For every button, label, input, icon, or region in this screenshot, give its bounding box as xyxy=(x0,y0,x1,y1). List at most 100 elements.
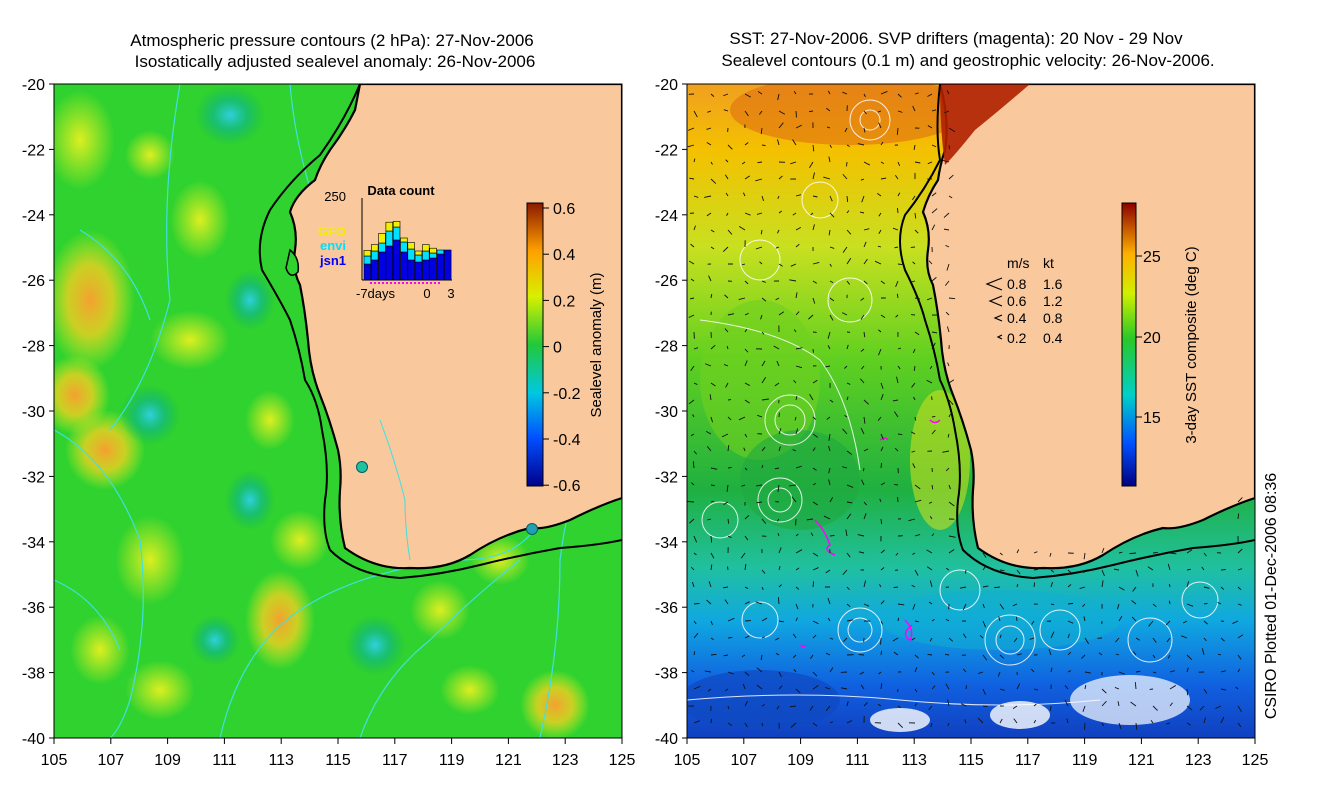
velocity-arrow xyxy=(880,482,886,486)
velocity-arrow xyxy=(744,328,748,333)
velocity-arrow xyxy=(1114,687,1120,690)
right-ytick-label: -26 xyxy=(655,273,678,290)
velocity-arrow xyxy=(1169,702,1173,707)
velocity-arrow xyxy=(914,416,917,421)
velocity-arrow xyxy=(705,430,712,435)
velocity-arrow xyxy=(880,600,885,605)
inset-bar xyxy=(370,259,379,281)
velocity-arrow xyxy=(710,161,713,165)
right-ytick-label: -40 xyxy=(655,731,678,748)
left-xtick-label: 109 xyxy=(154,752,181,769)
velocity-arrow xyxy=(895,280,899,287)
left-xtick-label: 111 xyxy=(212,752,236,769)
right-xtick-label: 117 xyxy=(1015,752,1041,769)
velocity-arrow xyxy=(931,109,937,112)
velocity-arrow xyxy=(1016,683,1021,690)
velocity-arrow xyxy=(791,496,797,503)
velocity-arrow xyxy=(1082,705,1086,712)
velocity-arrow xyxy=(863,258,868,265)
velocity-arrow xyxy=(897,208,899,214)
velocity-arrow xyxy=(945,683,950,690)
velocity-arrow xyxy=(1201,648,1205,656)
velocity-arrow xyxy=(1237,586,1242,591)
velocity-arrow xyxy=(1220,716,1225,724)
legend-jsn1: jsn1 xyxy=(319,253,346,268)
velocity-arrow xyxy=(742,683,746,690)
inset-bar xyxy=(422,259,430,281)
velocity-arrow xyxy=(948,174,954,180)
velocity-arrow xyxy=(744,514,750,520)
velocity-arrow xyxy=(710,178,717,184)
velocity-arrow xyxy=(792,139,797,146)
velocity-arrow xyxy=(710,500,715,503)
velocity-arrow xyxy=(1237,513,1240,520)
velocity-arrow xyxy=(812,447,816,452)
velocity-arrow xyxy=(693,225,696,231)
velocity-arrow xyxy=(777,93,780,101)
velocity-arrow xyxy=(778,565,781,571)
velocity-arrow xyxy=(1168,583,1171,588)
velocity-arrow xyxy=(710,229,715,233)
velocity-arrow xyxy=(777,597,780,605)
velocity-arrow xyxy=(778,122,784,129)
velocity-arrow xyxy=(878,329,882,333)
velocity-legend: m/s kt 0.8 1.6 0.6 1.2 0.4 0.8 0.2 0.4 xyxy=(985,255,1063,346)
velocity-arrow xyxy=(1064,685,1069,690)
velocity-arrow xyxy=(706,127,712,130)
velocity-arrow xyxy=(829,280,834,284)
velocity-arrow xyxy=(1152,705,1158,711)
velocity-arrow xyxy=(842,246,848,253)
velocity-arrow xyxy=(827,90,831,95)
velocity-arrow xyxy=(689,518,695,524)
svp-drifter-tracks xyxy=(799,419,941,648)
velocity-arrow xyxy=(913,365,916,371)
velocity-arrow xyxy=(1168,600,1171,605)
velocity-arrow xyxy=(794,416,797,421)
velocity-arrow xyxy=(744,563,747,571)
velocity-arrow xyxy=(825,687,831,690)
velocity-arrow xyxy=(863,580,867,588)
velocity-arrow xyxy=(926,566,933,571)
velocity-arrow xyxy=(727,705,730,710)
velocity-arrow xyxy=(860,314,865,320)
velocity-arrow xyxy=(827,345,831,350)
velocity-arrow xyxy=(945,244,950,248)
velocity-arrow xyxy=(710,93,715,97)
velocity-arrow xyxy=(982,620,986,628)
left-ytick-label: -20 xyxy=(22,77,45,94)
velocity-arrow xyxy=(878,212,882,217)
velocity-arrow xyxy=(829,637,834,640)
velocity-arrow xyxy=(710,382,716,387)
velocity-arrow xyxy=(744,399,750,404)
warm-nw-shelf xyxy=(940,84,1030,165)
velocity-arrow xyxy=(755,601,763,605)
velocity-arrow xyxy=(1220,637,1225,642)
velocity-arrow xyxy=(863,241,867,248)
velocity-arrow xyxy=(795,533,799,537)
velocity-arrow xyxy=(793,380,797,384)
velocity-arrow xyxy=(880,382,884,389)
velocity-arrow xyxy=(723,109,729,112)
velocity-arrow xyxy=(774,382,780,387)
sealevel-contours xyxy=(687,99,1219,706)
velocity-arrow xyxy=(846,603,851,608)
velocity-arrow xyxy=(689,297,695,300)
velocity-arrow xyxy=(841,312,848,316)
velocity-arrow xyxy=(945,467,950,472)
velocity-arrow xyxy=(761,464,764,469)
velocity-arrow xyxy=(931,208,938,214)
velocity-arrow xyxy=(741,654,746,658)
velocity-arrow xyxy=(738,416,746,421)
velocity-arrow xyxy=(1201,566,1205,571)
velocity-arrow xyxy=(744,110,749,117)
velocity-arrow xyxy=(693,158,696,163)
velocity-arrow xyxy=(761,636,765,639)
velocity-arrow xyxy=(1116,603,1120,610)
velocity-arrow xyxy=(795,586,800,590)
velocity-arrow xyxy=(945,311,950,316)
velocity-arrow xyxy=(945,618,950,622)
velocity-arrow xyxy=(1199,705,1205,711)
right-xtick-label: 125 xyxy=(1242,752,1269,769)
velocity-arrow xyxy=(727,466,732,469)
velocity-arrow xyxy=(927,653,933,656)
